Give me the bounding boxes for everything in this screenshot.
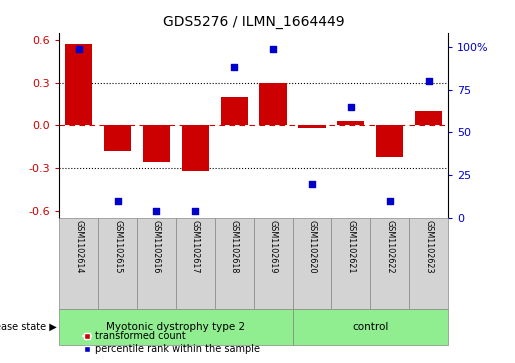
Text: disease state ▶: disease state ▶: [0, 322, 57, 332]
Bar: [98, 218, 137, 309]
Bar: [220, 97, 248, 125]
Bar: [104, 125, 131, 151]
Text: GSM1102622: GSM1102622: [385, 220, 394, 273]
Bar: [215, 218, 253, 309]
Bar: [415, 111, 442, 125]
Text: Myotonic dystrophy type 2: Myotonic dystrophy type 2: [106, 322, 246, 332]
Point: [308, 181, 316, 187]
Point: [269, 46, 277, 52]
Bar: [137, 218, 176, 309]
Point: [424, 78, 433, 84]
Bar: [65, 44, 92, 125]
Bar: [293, 218, 332, 309]
Bar: [176, 218, 215, 309]
Bar: [298, 125, 325, 128]
Bar: [143, 125, 170, 162]
Point: [386, 198, 394, 204]
Text: GSM1102617: GSM1102617: [191, 220, 200, 273]
Bar: [332, 218, 370, 309]
Point: [230, 65, 238, 70]
Bar: [409, 218, 448, 309]
Text: GSM1102618: GSM1102618: [230, 220, 238, 273]
Bar: [253, 218, 293, 309]
Bar: [337, 121, 365, 125]
Text: GSM1102615: GSM1102615: [113, 220, 122, 273]
Text: GSM1102619: GSM1102619: [269, 220, 278, 273]
Text: GSM1102621: GSM1102621: [347, 220, 355, 273]
Point: [191, 208, 199, 214]
Bar: [59, 218, 98, 309]
Legend: transformed count, percentile rank within the sample: transformed count, percentile rank withi…: [79, 327, 264, 358]
Bar: [293, 309, 448, 345]
Text: control: control: [352, 322, 388, 332]
Text: GSM1102620: GSM1102620: [307, 220, 316, 273]
Text: GSM1102614: GSM1102614: [74, 220, 83, 273]
Bar: [182, 125, 209, 171]
Bar: [59, 309, 293, 345]
Title: GDS5276 / ILMN_1664449: GDS5276 / ILMN_1664449: [163, 15, 345, 29]
Text: GSM1102616: GSM1102616: [152, 220, 161, 273]
Bar: [260, 82, 287, 125]
Point: [113, 198, 122, 204]
Point: [152, 208, 161, 214]
Bar: [376, 125, 403, 156]
Point: [75, 46, 83, 52]
Text: GSM1102623: GSM1102623: [424, 220, 433, 273]
Point: [347, 104, 355, 110]
Bar: [370, 218, 409, 309]
